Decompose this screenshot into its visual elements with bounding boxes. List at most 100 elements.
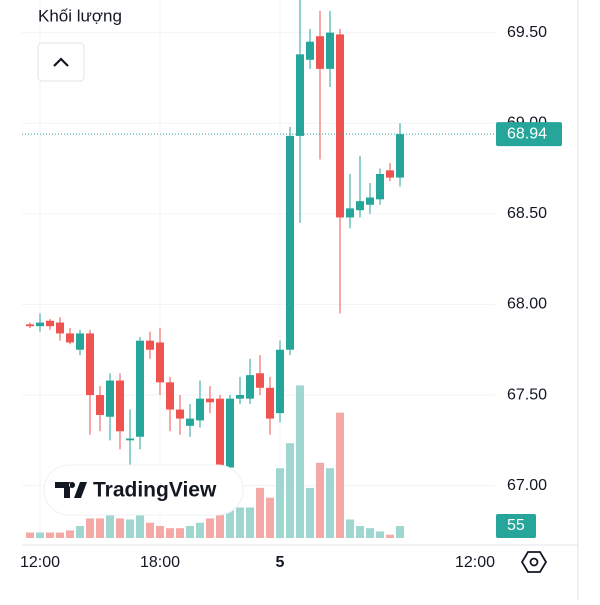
- volume-bar: [206, 518, 214, 538]
- gear-center: [529, 557, 539, 567]
- volume-bar: [196, 522, 204, 538]
- candle-body: [326, 32, 334, 69]
- volume-bar: [326, 468, 334, 538]
- volume-legend: Khối lượng: [38, 6, 122, 25]
- y-tick-label: 67.50: [507, 386, 547, 403]
- y-tick-label: 68.50: [507, 205, 547, 222]
- last-price-badge: [496, 122, 562, 147]
- candle-body: [256, 373, 264, 388]
- y-tick-label: 69.50: [507, 24, 547, 41]
- candle-body: [356, 201, 364, 211]
- gear-icon[interactable]: [520, 551, 548, 573]
- candle-body: [106, 380, 114, 417]
- volume-bar: [346, 519, 354, 538]
- candle-body: [246, 375, 254, 399]
- watermark: TradingView: [43, 464, 244, 516]
- candle-body: [56, 322, 64, 334]
- volume-bar: [256, 487, 264, 538]
- settings-button[interactable]: [520, 551, 548, 573]
- candle-body: [286, 135, 294, 350]
- last-price-label: 68.94: [507, 125, 547, 142]
- button-frame[interactable]: [37, 42, 85, 82]
- candle-body: [46, 320, 54, 327]
- candle-body: [386, 170, 394, 178]
- volume-bar: [56, 532, 64, 538]
- volume-bar: [366, 528, 374, 538]
- last-volume-badge: [496, 514, 536, 539]
- candle-body: [126, 438, 134, 441]
- price-axis: [495, 0, 600, 545]
- volume-bar: [36, 532, 44, 538]
- candle-body: [96, 395, 104, 415]
- watermark-text: TradingView: [93, 479, 217, 502]
- candle-body: [136, 340, 144, 437]
- candle-body: [266, 387, 274, 419]
- axes: 67.0067.5068.0068.5069.0069.5012:0018:00…: [20, 24, 562, 571]
- volume-bar: [386, 534, 394, 538]
- candle-body: [156, 342, 164, 383]
- candle-body: [116, 380, 124, 432]
- candle-body: [146, 340, 154, 350]
- candle-body: [366, 197, 374, 205]
- candle-body: [396, 134, 404, 178]
- volume-bar: [176, 528, 184, 538]
- volume-bar: [306, 487, 314, 538]
- volume-bar: [156, 526, 164, 538]
- volume-bar: [336, 412, 344, 538]
- x-tick-label: 5: [276, 554, 285, 571]
- candle-body: [206, 398, 214, 403]
- collapse-button[interactable]: [37, 42, 85, 82]
- candle-body: [196, 398, 204, 421]
- candle-body: [226, 398, 234, 468]
- volume-bar: [96, 518, 104, 538]
- volume-bar: [186, 526, 194, 538]
- volume-bar: [226, 503, 234, 538]
- candle-body: [276, 349, 284, 414]
- y-tick-label: 68.00: [507, 296, 547, 313]
- volume-bar: [66, 530, 74, 538]
- volume-bar: [126, 519, 134, 538]
- volume-bar: [136, 507, 144, 538]
- watermark-logo: [55, 482, 87, 498]
- volume-bar: [86, 518, 94, 538]
- volume-bar: [376, 531, 384, 538]
- candle-body: [176, 409, 184, 419]
- candle-body: [316, 36, 324, 69]
- volume-bar: [236, 507, 244, 538]
- last-volume-label: 55: [507, 517, 525, 534]
- volume-bar: [396, 526, 404, 538]
- candle-body: [166, 382, 174, 410]
- candle-body: [76, 333, 84, 350]
- volume-bar: [356, 526, 364, 538]
- volume-bar: [76, 526, 84, 538]
- volume-bar: [246, 507, 254, 538]
- candle-body: [296, 54, 304, 136]
- volume-bar: [276, 468, 284, 538]
- chevron-up: [53, 57, 69, 67]
- candle-body: [236, 395, 244, 399]
- volume-bar: [316, 462, 324, 538]
- x-tick-label: 12:00: [20, 554, 60, 571]
- candle-body: [306, 41, 314, 60]
- candle-body: [186, 418, 194, 426]
- volume-bar: [296, 385, 304, 538]
- volume-bar: [166, 528, 174, 538]
- candle-body: [66, 333, 74, 343]
- volume-bar: [106, 507, 114, 538]
- watermark-box: [43, 464, 244, 516]
- volume-bar: [46, 532, 54, 538]
- candle-body: [86, 333, 94, 396]
- volume-bar: [286, 443, 294, 538]
- x-tick-label: 18:00: [140, 554, 180, 571]
- volume-bar: [116, 518, 124, 538]
- volume-bar: [216, 512, 224, 538]
- x-tick-label: 12:00: [455, 554, 495, 571]
- candle-body: [346, 208, 354, 218]
- volume-bar: [26, 532, 34, 538]
- candle-body: [216, 398, 224, 472]
- candle-body: [336, 34, 344, 218]
- candle-body: [36, 322, 44, 327]
- candle-body: [376, 173, 384, 200]
- y-tick-label: 67.00: [507, 477, 547, 494]
